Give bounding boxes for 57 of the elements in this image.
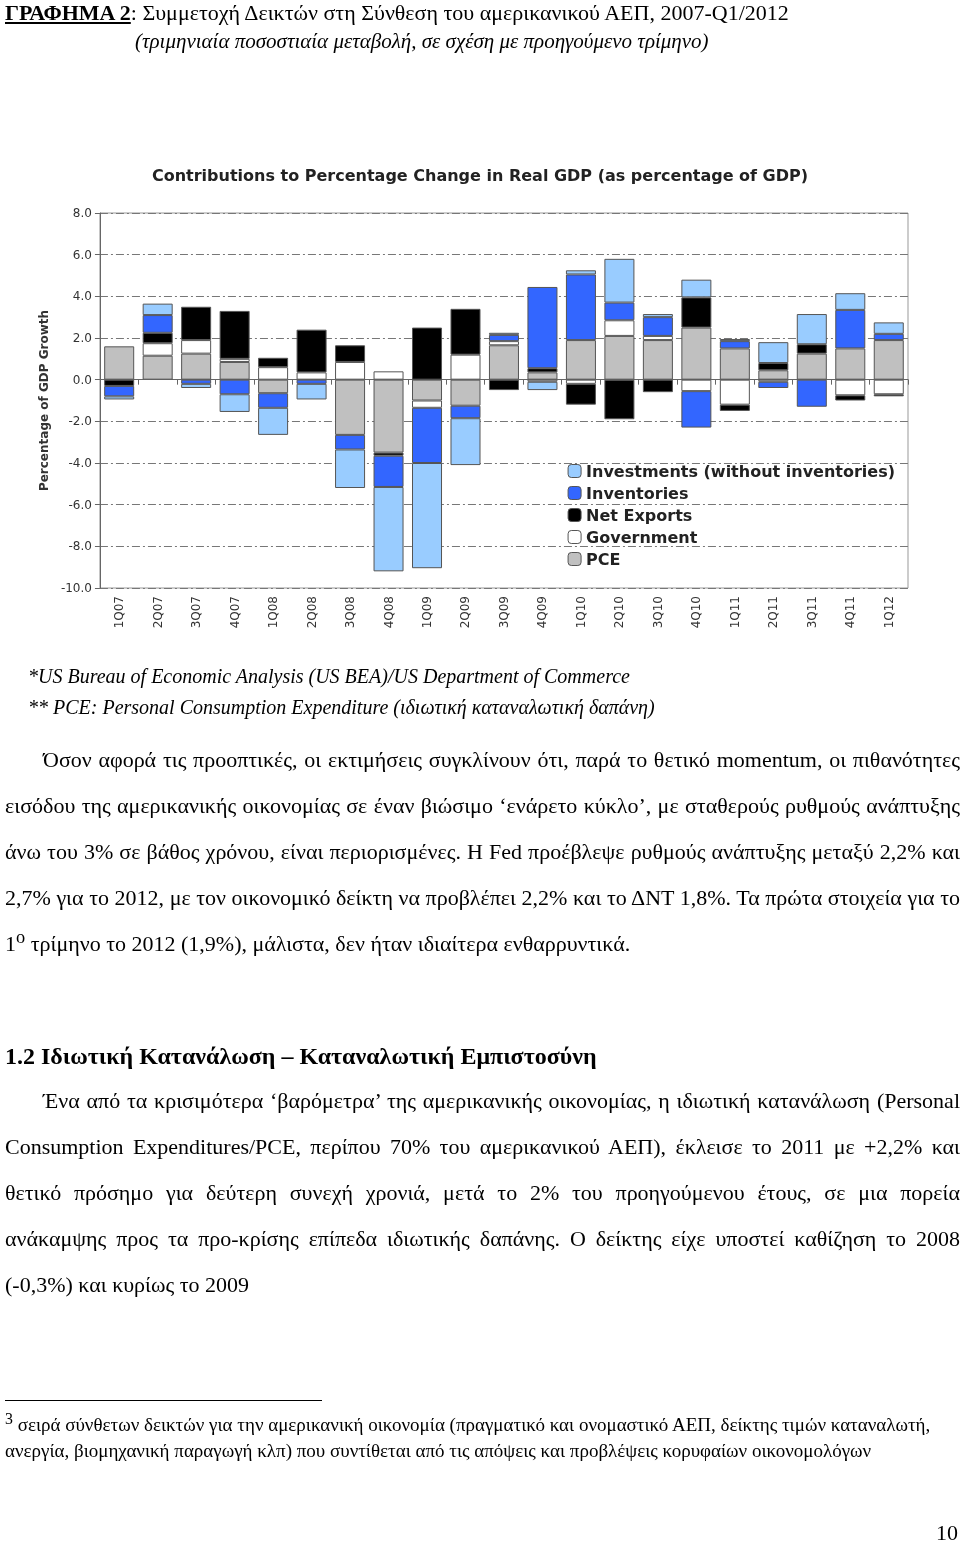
text: 1.2 Ιδιωτική Κατανάλωση – Καταναλωτική Εμπιστοσύνη — [5, 1043, 597, 1070]
text: *US Bureau of Economic Analysis (US BEA)/US Department of Commerce — [28, 665, 630, 688]
legend-label: Government — [586, 527, 698, 547]
legend-label: Net Exports — [586, 505, 693, 525]
bar — [296, 383, 327, 400]
text: 10 — [936, 1520, 958, 1546]
x-tick-label: 3Q07 — [189, 596, 204, 629]
x-tick-label: 2Q07 — [150, 596, 165, 629]
x-tick-label: 2Q08 — [304, 596, 319, 629]
y-tick-label: 6.0 — [72, 247, 92, 262]
x-tick-label: 3Q11 — [804, 596, 819, 629]
y-tick-label: -2.0 — [68, 414, 92, 429]
x-tick-label: 1Q07 — [112, 596, 127, 629]
x-tick-label: 1Q09 — [420, 596, 435, 629]
x-tick-label: 4Q09 — [535, 596, 550, 629]
x-tick-label: 2Q10 — [612, 596, 627, 629]
text: ** PCE: Personal Consumption Expenditure (ιδιωτική καταναλωτική δαπάνη) — [28, 696, 655, 719]
bar — [642, 317, 673, 336]
bar — [565, 383, 596, 405]
x-tick-label: 4Q07 — [227, 596, 242, 629]
x-tick-label: 2Q11 — [766, 596, 781, 629]
chart-title: ΓΡΑΦΗΜΑ 2: Συμμετοχή Δεικτών στη Σύνθεση του αμερικανικού ΑΕΠ, 2007-Q1/2012 — [5, 0, 789, 26]
x-tick-label: 4Q08 — [381, 596, 396, 629]
legend-label: PCE — [586, 549, 621, 569]
x-tick-label: 1Q10 — [573, 596, 588, 629]
bar — [219, 310, 250, 359]
x-tick-label: 4Q11 — [843, 596, 858, 629]
bar — [758, 381, 789, 388]
bar — [181, 383, 212, 388]
y-tick-label: -6.0 — [68, 497, 92, 512]
text: Contributions to Percentage Change in Real GDP (as percentage of GDP) — [151, 165, 809, 185]
x-tick-label: 3Q09 — [496, 596, 511, 629]
text: $^{3}$ σειρά σύνθετων δεικτών για την αμερικανική οικονομία (πραγματικό και ονομαστικό ΑΕΠ, δείκτης τιμών καταναλωτή, ανεργία, βιομηχανική παραγωγή κλπ) που συντίθεται από τις απόψεις και προβλέψεις κορυφαίων οικονομολόγων — [5, 1409, 932, 1463]
y-tick-label: 8.0 — [72, 206, 92, 220]
x-tick-label: 1Q12 — [881, 596, 896, 629]
text: Όσον αφορά τις προοπτικές, οι εκτιμήσεις συγκλίνουν ότι, παρά το θετικό momentum, οι πιθανότητες εισόδου της αμερικανικής οικονομίας σε έναν βιώσιμο ‘ενάρετο κύκλο’, με σταθερούς ρυθμούς ανάπτυξης άνω του 3% σε βάθος χρόνου, είναι περιορισμένες. Η Fed προέβλεψε ρυθμούς ανάπτυξης μεταξύ 2,2% και 2,7% για το 2012, με τον οικονομικό δείκτη να προβλέπει 2,2% και το ΔΝΤ 1,8%. Τα πρώτα στοιχεία για το 1$^{ο}$ τρίμηνο το 2012 (1,9%), μάλιστα, δεν ήταν ιδιαίτερα ενθαρρυντικά. — [5, 746, 960, 958]
y-tick-label: 4.0 — [72, 289, 92, 304]
y-tick-label: 0.0 — [72, 372, 92, 387]
text: Ένα από τα κρισιμότερα ‘βαρόμετρα’ της αμερικανικής οικονομίας, η ιδιωτική κατανάλωση (Personal Consumption Expenditures/PCE, περίπου 70% του αμερικανικού ΑΕΠ), έκλεισε το 2011 με +2,2% και θετικό πρόσημο για δεύτερη συνεχή χρονιά, μετά το 2% του προηγούμενου έτους, σε μια πορεία ανάκαμψης προς τα προ-κρίσης επίπεδα ιδιωτικής δαπάνης. Ο δείκτης είχε υποστεί καθίζηση το 2008 (-0,3%) και κυρίως το 2009 — [5, 1087, 960, 1299]
bar — [527, 381, 558, 391]
y-axis-title: Percentage of GDP Growth — [37, 309, 51, 492]
bar — [488, 334, 519, 342]
y-tick-label: -8.0 — [68, 539, 92, 554]
x-tick-label: 3Q08 — [343, 596, 358, 629]
legend-label: Inventories — [586, 483, 689, 503]
chart-subtitle: (τριμηνιαία ποσοστιαία μεταβολή, σε σχέση με προηγούμενο τρίμηνο) — [135, 29, 709, 54]
x-tick-label: 4Q10 — [689, 596, 704, 629]
y-tick-label: -4.0 — [68, 456, 92, 470]
x-tick-label: 1Q11 — [727, 596, 742, 629]
bar — [527, 372, 558, 380]
y-tick-label: -10.0 — [60, 581, 92, 595]
x-tick-label: 3Q10 — [650, 596, 665, 629]
x-tick-label: 1Q08 — [266, 596, 281, 629]
bar — [527, 286, 558, 369]
legend-label: Investments (without inventories) — [586, 461, 895, 481]
y-tick-label: 2.0 — [72, 331, 92, 345]
x-tick-label: 2Q09 — [458, 596, 473, 629]
